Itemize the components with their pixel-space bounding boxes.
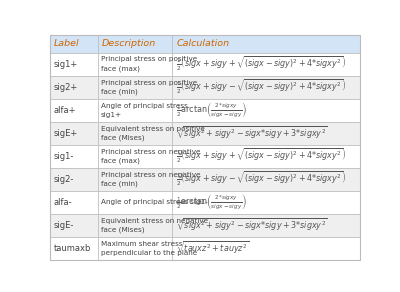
Text: face (Mises): face (Mises) bbox=[101, 135, 145, 141]
Text: sig1+: sig1+ bbox=[101, 112, 122, 118]
Text: alfa+: alfa+ bbox=[54, 106, 76, 115]
Text: sigE+: sigE+ bbox=[54, 129, 78, 138]
Text: Calculation: Calculation bbox=[176, 39, 229, 48]
Text: sig1+: sig1+ bbox=[54, 60, 78, 69]
Text: Maximum shear stress: Maximum shear stress bbox=[101, 241, 183, 247]
Bar bbox=[98, 35, 172, 53]
Bar bbox=[98, 53, 172, 76]
Bar bbox=[98, 99, 172, 122]
Bar bbox=[50, 76, 98, 99]
Bar bbox=[50, 191, 98, 214]
Bar bbox=[50, 168, 98, 191]
Bar bbox=[50, 214, 98, 237]
Text: perpendicular to the plane: perpendicular to the plane bbox=[101, 250, 198, 256]
Bar bbox=[172, 53, 360, 76]
Text: Principal stress on positive: Principal stress on positive bbox=[101, 79, 198, 86]
Text: $\sqrt{sigx^2+sigy^2-sigx{*}sigy+3{*}sigxy^2}$: $\sqrt{sigx^2+sigy^2-sigx{*}sigy+3{*}sig… bbox=[176, 217, 327, 234]
Text: Equivalent stress on negative: Equivalent stress on negative bbox=[101, 218, 208, 224]
Text: face (min): face (min) bbox=[101, 181, 138, 187]
Bar bbox=[98, 168, 172, 191]
Text: Angle of principal stress: Angle of principal stress bbox=[101, 102, 188, 109]
Text: $\frac{1}{2}\left(sigx+sigy-\sqrt{(sigx-sigy)^2+4{*}sigxy^2}\right)$: $\frac{1}{2}\left(sigx+sigy-\sqrt{(sigx-… bbox=[176, 170, 346, 188]
Text: taumaxb: taumaxb bbox=[54, 244, 91, 253]
Text: Equivalent stress on positive: Equivalent stress on positive bbox=[101, 126, 205, 132]
Text: sig2-: sig2- bbox=[54, 175, 74, 184]
Bar bbox=[172, 145, 360, 168]
Text: face (min): face (min) bbox=[101, 88, 138, 95]
Text: Angle of principal stress sig1-: Angle of principal stress sig1- bbox=[101, 199, 208, 205]
Bar bbox=[172, 237, 360, 260]
Text: Principal stress on negative: Principal stress on negative bbox=[101, 149, 201, 155]
Text: Label: Label bbox=[54, 39, 79, 48]
Bar bbox=[50, 35, 98, 53]
Text: face (max): face (max) bbox=[101, 158, 140, 164]
Text: $\frac{1}{2}\left(sigx+sigy+\sqrt{(sigx-sigy)^2+4{*}sigxy^2}\right)$: $\frac{1}{2}\left(sigx+sigy+\sqrt{(sigx-… bbox=[176, 147, 346, 166]
Bar bbox=[172, 122, 360, 145]
Bar bbox=[98, 76, 172, 99]
Text: Description: Description bbox=[102, 39, 156, 48]
Bar bbox=[172, 76, 360, 99]
Text: face (Mises): face (Mises) bbox=[101, 227, 145, 233]
Bar bbox=[98, 122, 172, 145]
Text: face (max): face (max) bbox=[101, 65, 140, 72]
Text: Principal stress on positive: Principal stress on positive bbox=[101, 56, 198, 62]
Text: $\frac{1}{2}\arctan\!\left(\frac{2{*}sigxy}{sigx-sigy}\right)$: $\frac{1}{2}\arctan\!\left(\frac{2{*}sig… bbox=[176, 100, 246, 120]
Bar bbox=[50, 53, 98, 76]
Bar bbox=[98, 237, 172, 260]
Bar bbox=[98, 145, 172, 168]
Text: $\sqrt{sigx^2+sigy^2-sigx{*}sigy+3{*}sigxy^2}$: $\sqrt{sigx^2+sigy^2-sigx{*}sigy+3{*}sig… bbox=[176, 124, 327, 142]
Bar bbox=[98, 214, 172, 237]
Text: $\frac{1}{2}\left(sigx+sigy-\sqrt{(sigx-sigy)^2+4{*}sigxy^2}\right)$: $\frac{1}{2}\left(sigx+sigy-\sqrt{(sigx-… bbox=[176, 78, 346, 96]
Text: Principal stress on negative: Principal stress on negative bbox=[101, 172, 201, 178]
Text: sig1-: sig1- bbox=[54, 152, 74, 161]
Bar bbox=[98, 191, 172, 214]
Bar bbox=[172, 191, 360, 214]
Bar bbox=[50, 122, 98, 145]
Text: alfa-: alfa- bbox=[54, 198, 72, 207]
Bar bbox=[50, 145, 98, 168]
Text: sig2+: sig2+ bbox=[54, 83, 78, 92]
Text: $\sqrt{tauxz^2+tauyz^2}$: $\sqrt{tauxz^2+tauyz^2}$ bbox=[176, 240, 249, 257]
Bar bbox=[50, 99, 98, 122]
Text: $\frac{1}{2}\left(sigx+sigy+\sqrt{(sigx-sigy)^2+4{*}sigxy^2}\right)$: $\frac{1}{2}\left(sigx+sigy+\sqrt{(sigx-… bbox=[176, 55, 346, 73]
Text: sigE-: sigE- bbox=[54, 221, 74, 230]
Bar bbox=[50, 237, 98, 260]
Bar bbox=[172, 99, 360, 122]
Bar bbox=[172, 168, 360, 191]
Text: $\frac{1}{2}\arctan\!\left(\frac{2{*}sigxy}{sigx-sigy}\right)$: $\frac{1}{2}\arctan\!\left(\frac{2{*}sig… bbox=[176, 193, 246, 212]
Bar bbox=[172, 214, 360, 237]
Bar bbox=[172, 35, 360, 53]
